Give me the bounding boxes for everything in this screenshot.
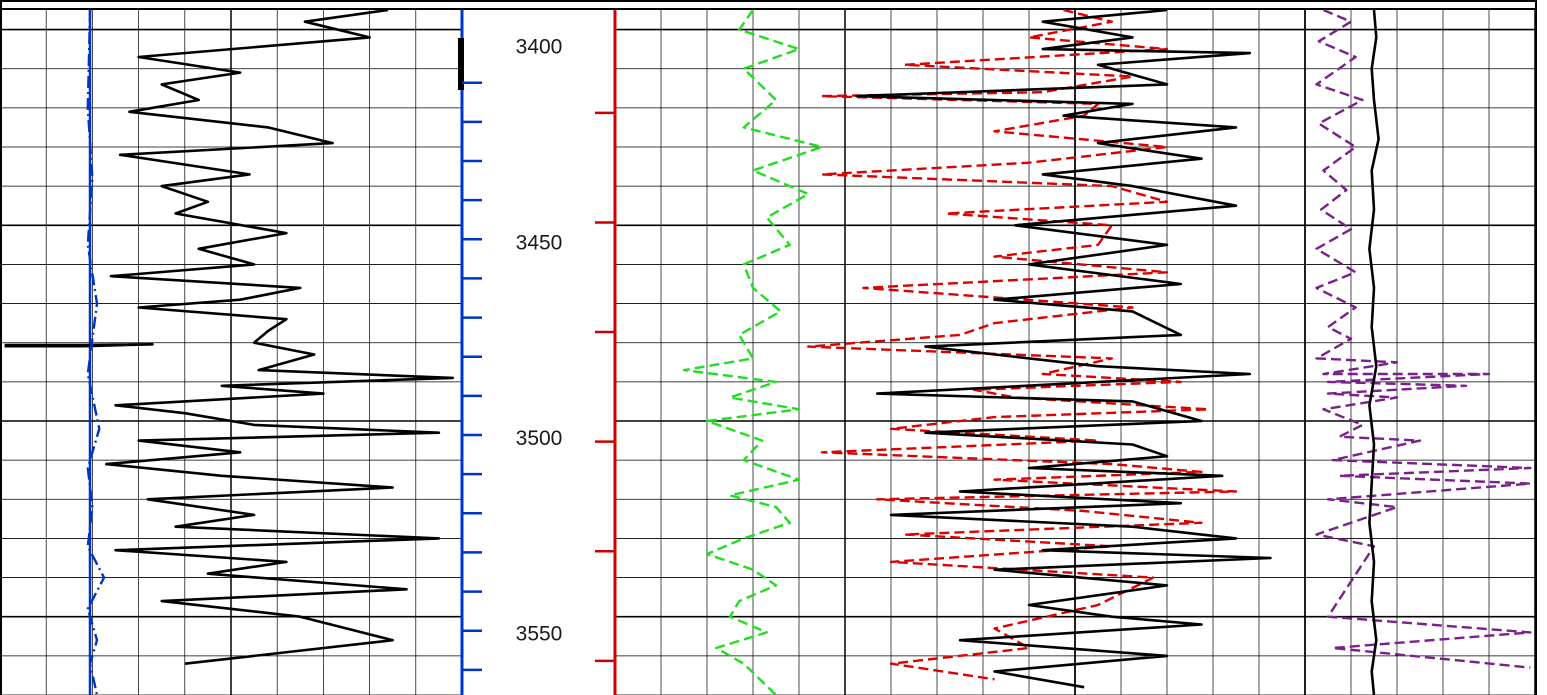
log-curve-track-1 bbox=[105, 8, 455, 665]
depth-tick-label: 3500 bbox=[516, 427, 563, 450]
log-curve-track-3 bbox=[682, 9, 824, 695]
log-curves bbox=[4, 8, 1532, 695]
depth-axis-labels: 3400 3450 3500 3550 bbox=[516, 36, 563, 646]
log-curve-track-5 bbox=[855, 8, 1272, 689]
log-curve-track-4 bbox=[807, 8, 1238, 681]
log-curve-track-2 bbox=[86, 9, 106, 695]
track1-edge-marker bbox=[458, 38, 464, 90]
depth-tick-label: 3400 bbox=[516, 36, 563, 59]
log-curve-track-1 bbox=[4, 342, 154, 348]
log-curve-track-6 bbox=[1315, 8, 1532, 669]
log-curve-track-6 bbox=[1368, 9, 1380, 695]
depth-tick-label: 3550 bbox=[516, 623, 563, 646]
depth-tick-label: 3450 bbox=[516, 231, 563, 254]
